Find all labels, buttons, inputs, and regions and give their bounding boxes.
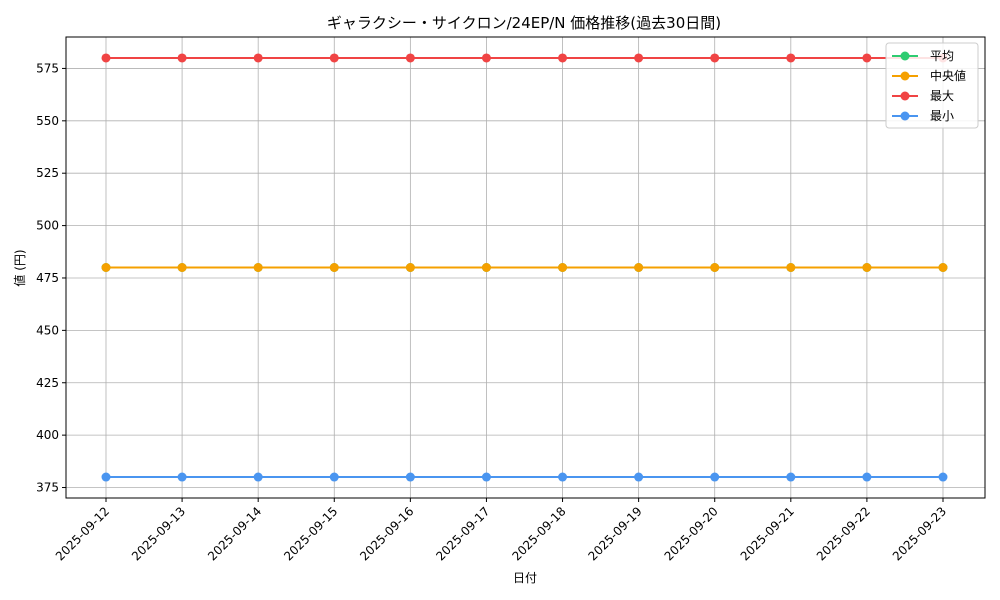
- x-tick-label: 2025-09-16: [357, 504, 416, 563]
- data-point: [710, 53, 720, 63]
- legend-marker: [900, 91, 910, 101]
- legend-label: 平均: [930, 49, 954, 63]
- data-point: [177, 472, 187, 482]
- data-point: [558, 472, 568, 482]
- data-point: [862, 263, 872, 272]
- data-point: [481, 263, 491, 272]
- data-point: [558, 53, 568, 63]
- y-tick-label: 375: [36, 481, 59, 495]
- data-point: [786, 472, 796, 482]
- legend-item: 最小: [892, 109, 954, 123]
- data-point: [634, 53, 644, 63]
- legend-marker: [900, 111, 910, 121]
- legend-marker: [900, 51, 910, 61]
- x-tick-label: 2025-09-19: [586, 504, 645, 563]
- legend-item: 最大: [892, 89, 954, 103]
- y-tick-label: 550: [36, 114, 59, 128]
- data-point: [329, 472, 339, 482]
- y-tick-label: 575: [36, 61, 59, 75]
- y-tick-label: 425: [36, 376, 59, 390]
- data-point: [405, 53, 415, 63]
- x-tick-label: 2025-09-23: [890, 504, 949, 563]
- series-最大: [101, 53, 948, 63]
- data-point: [405, 472, 415, 482]
- data-point: [938, 263, 948, 272]
- data-point: [710, 263, 720, 272]
- y-axis: 375 400 425 450 475 500 525 550 575: [36, 61, 66, 495]
- x-tick-label: 2025-09-13: [129, 504, 188, 563]
- data-point: [634, 263, 644, 272]
- data-point: [253, 263, 263, 272]
- y-tick-label: 500: [36, 219, 59, 233]
- data-point: [558, 263, 568, 272]
- x-tick-label: 2025-09-18: [509, 504, 568, 563]
- series-layer: [101, 53, 948, 482]
- x-tick-label: 2025-09-12: [53, 504, 112, 563]
- data-point: [938, 472, 948, 482]
- data-point: [481, 472, 491, 482]
- data-point: [786, 263, 796, 272]
- legend-marker: [900, 71, 910, 81]
- x-tick-label: 2025-09-21: [738, 504, 797, 563]
- data-point: [329, 53, 339, 63]
- x-tick-label: 2025-09-22: [814, 504, 873, 563]
- data-point: [329, 263, 339, 272]
- data-point: [786, 53, 796, 63]
- data-point: [862, 53, 872, 63]
- plot-frame: [65, 36, 986, 499]
- data-point: [481, 53, 491, 63]
- data-point: [634, 472, 644, 482]
- legend-label: 中央値: [930, 68, 966, 83]
- data-point: [101, 472, 111, 482]
- y-tick-label: 450: [36, 323, 59, 337]
- data-point: [253, 53, 263, 63]
- legend-item: 中央値: [892, 68, 966, 83]
- x-axis: 2025-09-12 2025-09-13 2025-09-14 2025-09-15…: [53, 498, 949, 563]
- data-point: [101, 53, 111, 63]
- data-point: [253, 472, 263, 482]
- data-point: [405, 263, 415, 272]
- series-最小: [101, 472, 948, 482]
- data-point: [177, 53, 187, 63]
- y-tick-label: 475: [36, 271, 59, 285]
- x-tick-label: 2025-09-17: [433, 504, 492, 563]
- legend-item: 平均: [892, 49, 954, 63]
- x-tick-label: 2025-09-14: [205, 504, 264, 563]
- data-point: [710, 472, 720, 482]
- x-axis-label: 日付: [513, 571, 537, 585]
- chart-title: ギャラクシー・サイクロン/24EP/N 価格推移(過去30日間): [327, 14, 721, 32]
- y-tick-label: 400: [36, 428, 59, 442]
- y-axis-label: 値 (円): [12, 249, 27, 286]
- data-point: [101, 263, 111, 272]
- data-point: [862, 472, 872, 482]
- legend-label: 最小: [930, 109, 954, 123]
- series-中央値: [101, 263, 948, 272]
- data-point: [177, 263, 187, 272]
- legend-box: [885, 42, 979, 129]
- y-tick-label: 525: [36, 166, 59, 180]
- x-tick-label: 2025-09-20: [662, 504, 721, 563]
- x-tick-label: 2025-09-15: [281, 504, 340, 563]
- legend-label: 最大: [930, 89, 954, 103]
